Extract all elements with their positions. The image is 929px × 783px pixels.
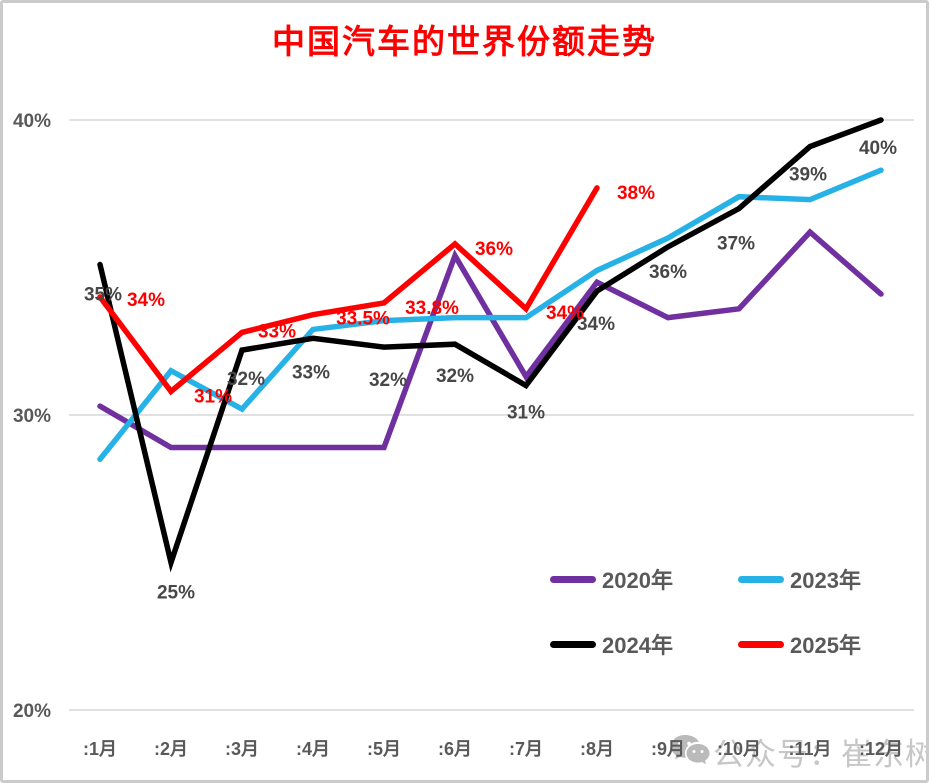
legend-item-2024: 2024年 [550,628,673,660]
watermark-text: 公众号：崔东树 [713,737,929,772]
point-label-2025年-7: 34% [546,303,584,324]
legend-item-2023: 2023年 [738,563,861,595]
legend-swatch-2025 [738,640,784,648]
point-label-2024年-7: 31% [507,403,545,424]
legend-item-2025: 2025年 [738,628,861,660]
x-label-1: :1月 [83,739,117,759]
point-label-2024年-2: 25% [157,583,195,604]
point-label-2024年-8: 34% [577,314,615,335]
point-label-2024年-4: 33% [292,362,330,383]
series-line-2024年 [97,117,884,573]
point-label-2024年-11: 39% [789,165,827,186]
x-label-10: :10月 [717,739,761,759]
point-label-2025年-2: 31% [194,386,232,407]
line-chart-plot: 40% 30% 20% :1月 :2月 :3月 :4月 :5月 :6月 :7月 :8月 :9月 :10月… [13,111,914,759]
legend-swatch-2024 [550,640,596,648]
point-label-2024年-5: 32% [369,370,407,391]
legend-item-2020: 2020年 [550,563,673,595]
point-label-2024年-3: 32% [227,369,265,390]
legend-swatch-2020 [550,575,596,583]
legend-label-2023: 2023年 [790,568,861,593]
legend-label-2024: 2024年 [602,633,673,658]
chart-title: 中国汽车的世界份额走势 [272,23,657,60]
y-tick-30: 30% [13,406,51,427]
watermark: 公众号：崔东树 [669,729,929,774]
x-label-6: :6月 [438,739,472,759]
x-label-7: :7月 [509,739,543,759]
x-label-5: :5月 [367,739,401,759]
point-label-2024年-12: 40% [859,138,897,159]
x-label-3: :3月 [225,739,259,759]
point-label-2025年-5: 33.8% [405,298,459,319]
point-label-2025年-4: 33.5% [336,309,390,330]
x-label-2: :2月 [154,739,188,759]
wechat-icon [671,734,710,764]
x-label-4: :4月 [296,739,330,759]
point-label-2024年-10: 37% [717,234,755,255]
y-tick-20: 20% [13,701,51,722]
point-label-2024年-9: 36% [649,262,687,283]
point-label-2025年-6: 36% [475,239,513,260]
x-label-12: :12月 [859,739,903,759]
legend-label-2020: 2020年 [602,568,673,593]
y-tick-40: 40% [13,111,51,132]
point-label-2025年-8: 38% [617,183,655,204]
x-label-11: :11月 [788,739,831,759]
point-label-2024年-1: 35% [84,285,122,306]
legend-label-2025: 2025年 [790,633,861,658]
x-label-9: :9月 [651,739,685,759]
x-label-8: :8月 [580,739,614,759]
legend-swatch-2023 [738,575,784,583]
point-label-2025年-3: 33% [258,321,296,342]
series-line-2025年 [97,185,600,396]
point-label-2025年-1: 34% [127,290,165,311]
point-label-2024年-6: 32% [436,366,474,387]
